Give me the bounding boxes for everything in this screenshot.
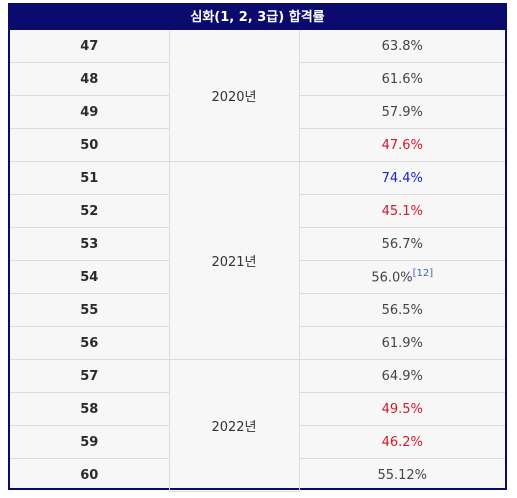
pass-rate-cell: 46.2%	[298, 425, 505, 459]
pass-rate-cell: 61.9%	[298, 326, 505, 360]
pass-rate-cell: 47.6%	[298, 128, 505, 162]
round-cell: 50	[10, 128, 170, 162]
pass-rate-cell: 57.9%	[298, 95, 505, 129]
pass-rate-cell: 56.7%	[298, 227, 505, 261]
round-cell: 54	[10, 260, 170, 294]
pass-rate-value: 56.7%	[381, 236, 423, 252]
table-row: 58 49.5%	[10, 392, 505, 426]
round-cell: 52	[10, 194, 170, 228]
pass-rate-cell: 56.0%[12]	[298, 260, 505, 294]
round-cell: 55	[10, 293, 170, 327]
table-row: 60 55.12%	[10, 458, 505, 491]
table-row: 54 56.0%[12]	[10, 260, 505, 294]
pass-rate-value: 49.5%	[381, 401, 423, 417]
round-cell: 58	[10, 392, 170, 426]
pass-rate-value: 46.2%	[381, 434, 423, 450]
round-cell: 60	[10, 458, 170, 491]
pass-rate-cell: 64.9%	[298, 359, 505, 393]
footnote-reference-link[interactable]: [12]	[412, 268, 434, 280]
pass-rate-value: 56.0%	[371, 270, 413, 286]
round-cell: 49	[10, 95, 170, 129]
table-row: 52 45.1%	[10, 194, 505, 228]
table-row: 56 61.9%	[10, 326, 505, 360]
table-title: 심화(1, 2, 3급) 합격률	[10, 5, 505, 30]
round-cell: 57	[10, 359, 170, 393]
pass-rate-cell: 45.1%	[298, 194, 505, 228]
pass-rate-value: 63.8%	[381, 38, 423, 54]
pass-rate-value: 45.1%	[381, 203, 423, 219]
year-cell: 2020년	[168, 30, 300, 162]
pass-rate-cell: 63.8%	[298, 30, 505, 63]
pass-rate-value: 64.9%	[381, 368, 423, 384]
pass-rate-cell: 55.12%	[298, 458, 505, 491]
pass-rate-cell: 49.5%	[298, 392, 505, 426]
pass-rate-value: 61.6%	[381, 71, 423, 87]
pass-rate-table-frame: 심화(1, 2, 3급) 합격률 47 2020년 63.8% 48 61.6% 49 57…	[8, 3, 507, 492]
pass-rate-value: 74.4%	[381, 170, 423, 186]
year-cell: 2021년	[168, 161, 300, 360]
round-cell: 48	[10, 62, 170, 96]
table-row: 57 2022년 64.9%	[10, 359, 505, 492]
round-cell: 59	[10, 425, 170, 459]
round-cell: 53	[10, 227, 170, 261]
round-cell: 47	[10, 30, 170, 63]
table-row: 59 46.2%	[10, 425, 505, 459]
round-cell: 56	[10, 326, 170, 360]
pass-rate-value: 57.9%	[381, 104, 423, 120]
pass-rate-value: 47.6%	[381, 137, 423, 153]
round-cell: 51	[10, 161, 170, 195]
pass-rate-value: 55.12%	[377, 467, 428, 483]
pass-rate-table: 47 2020년 63.8% 48 61.6% 49 57.9% 50 47.6% 51 2021년…	[10, 30, 505, 492]
table-row: 47 2020년 63.8%	[10, 30, 505, 162]
table-row: 53 56.7%	[10, 227, 505, 261]
year-cell: 2022년	[168, 359, 300, 492]
table-row: 51 2021년 74.4%	[10, 161, 505, 360]
pass-rate-cell: 56.5%	[298, 293, 505, 327]
pass-rate-value: 56.5%	[381, 302, 423, 318]
pass-rate-cell: 74.4%	[298, 161, 505, 195]
table-row: 48 61.6%	[10, 62, 505, 96]
table-body: 47 2020년 63.8% 48 61.6% 49 57.9% 50 47.6% 51 2021년…	[10, 30, 505, 492]
pass-rate-value: 61.9%	[381, 335, 423, 351]
pass-rate-cell: 61.6%	[298, 62, 505, 96]
